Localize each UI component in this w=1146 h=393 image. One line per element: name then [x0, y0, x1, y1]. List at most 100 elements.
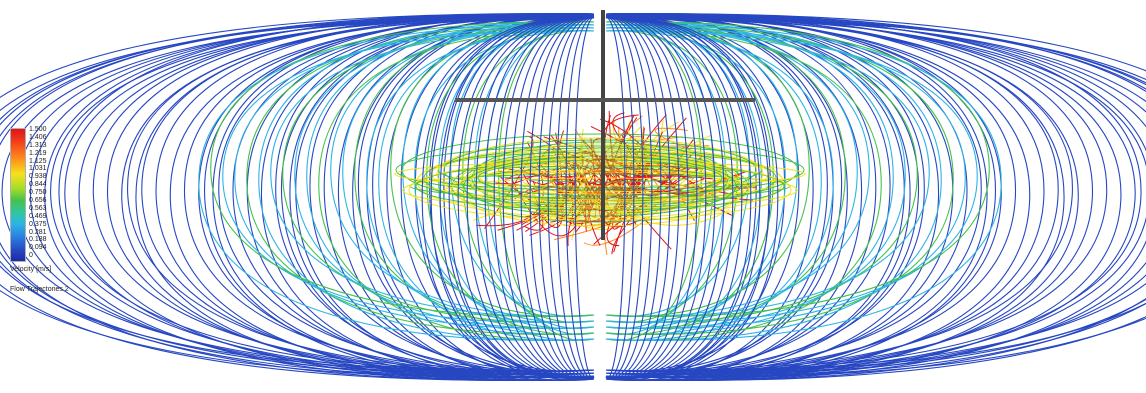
trajectory-line: [605, 17, 626, 379]
trajectory-line: [605, 17, 770, 379]
velocity-legend: 1.500 1.406 1.313 1.219 1.125 1.031 0.93…: [10, 126, 90, 293]
trajectory-line: [511, 17, 595, 379]
trajectory-line: [289, 17, 595, 375]
trajectory-line: [574, 17, 595, 379]
trajectory-line: [0, 13, 595, 378]
tick-label: 0.750: [29, 189, 47, 197]
trajectory-line: [520, 17, 595, 379]
trajectory-line: [605, 17, 644, 379]
trajectory-line: [463, 155, 737, 217]
trajectory-line: [605, 24, 906, 329]
trajectory-line: [270, 30, 595, 317]
trajectory-line: [605, 24, 810, 317]
trajectory-line: [605, 17, 680, 379]
tick-label: 0.563: [29, 204, 47, 212]
trajectory-line: [402, 171, 798, 209]
trajectory-line: [0, 14, 595, 378]
trajectory-line: [477, 159, 723, 197]
trajectory-line: [0, 17, 595, 381]
trajectory-line: [605, 13, 1146, 378]
trajectory-line: [605, 21, 894, 335]
trajectory-line: [502, 17, 595, 379]
trajectory-line: [456, 153, 744, 227]
trajectory-line: [306, 21, 595, 335]
impeller-shaft: [455, 10, 755, 240]
trajectory-line: [605, 17, 716, 379]
trajectory-line: [462, 30, 595, 323]
trajectory-line: [556, 17, 595, 379]
trajectory-line: [421, 17, 595, 379]
trajectory-line: [294, 24, 595, 329]
trajectory-line: [605, 17, 653, 379]
trajectory-line: [198, 24, 595, 341]
trajectory-line: [605, 14, 1059, 375]
tick-label: 1.313: [29, 141, 47, 149]
trajectory-line: [605, 17, 698, 379]
trajectory-line: [444, 177, 756, 203]
trajectory-line: [605, 30, 738, 323]
trajectory-line: [605, 17, 761, 379]
tick-label: 0.938: [29, 173, 47, 181]
trajectory-line: [605, 17, 911, 375]
plot-name-label: Flow Trajectories 2: [10, 286, 69, 293]
trajectory-line: [565, 17, 595, 379]
trajectory-line: [234, 27, 595, 329]
trajectory-line: [605, 17, 734, 379]
trajectory-line: [605, 24, 954, 335]
tick-label: 1.219: [29, 149, 47, 157]
tick-label: 0.281: [29, 228, 47, 236]
trajectory-line: [605, 17, 662, 379]
trajectory-line: [448, 17, 595, 379]
trajectory-line: [605, 17, 707, 379]
trajectory-line: [518, 165, 544, 231]
trajectory-line: [222, 30, 595, 323]
trajectory-line: [605, 17, 752, 379]
trajectory-line: [474, 27, 595, 329]
tick-label: 1.031: [29, 165, 47, 173]
trajectory-line: [342, 24, 595, 323]
trajectory-line: [605, 17, 743, 379]
tick-label: 0.094: [29, 244, 47, 252]
inner-blue-trajectories: [421, 17, 779, 379]
tick-label: 0.469: [29, 212, 47, 220]
trajectory-line: [605, 17, 689, 379]
trajectory-line: [493, 17, 595, 379]
high-velocity-trajectories: [394, 111, 806, 256]
tick-label: 0.188: [29, 236, 47, 244]
trajectory-line: [605, 30, 882, 341]
trajectory-line: [246, 24, 595, 335]
trajectory-line: [258, 21, 595, 341]
trajectory-line: [429, 165, 771, 191]
trajectory-line: [430, 17, 595, 379]
tick-label: 0.656: [29, 197, 47, 205]
trajectory-line: [470, 157, 730, 207]
trajectory-line: [394, 161, 806, 187]
trajectory-line: [626, 150, 638, 187]
trajectory-line: [605, 17, 725, 379]
colorbar-tick-labels: 1.500 1.406 1.313 1.219 1.125 1.031 0.93…: [29, 126, 47, 260]
impeller-blade: [455, 98, 755, 102]
trajectory-line: [605, 17, 1146, 372]
trajectory-line: [605, 27, 966, 329]
velocity-unit-label: Velocity [m/s]: [10, 266, 52, 273]
trajectory-line: [554, 181, 694, 241]
trajectory-line: [457, 17, 595, 379]
trajectory-line: [605, 30, 930, 317]
trajectory-line: [318, 30, 595, 341]
trajectory-line: [605, 15, 1073, 372]
trajectory-line: [218, 17, 595, 372]
tick-label: 0.844: [29, 181, 47, 189]
trajectory-line: [605, 21, 942, 341]
trajectory-line: [605, 17, 1146, 381]
trajectory-line: [1, 17, 595, 372]
trajectory-line: [529, 17, 595, 379]
tick-label: 0.375: [29, 220, 47, 228]
tick-label: 1.500: [29, 126, 47, 133]
trajectory-line: [605, 17, 779, 379]
trajectory-line: [605, 21, 990, 317]
trajectory-line: [439, 17, 595, 379]
trajectory-line: [605, 27, 870, 317]
trajectory-line: [466, 17, 595, 379]
tick-label: 1.125: [29, 157, 47, 165]
